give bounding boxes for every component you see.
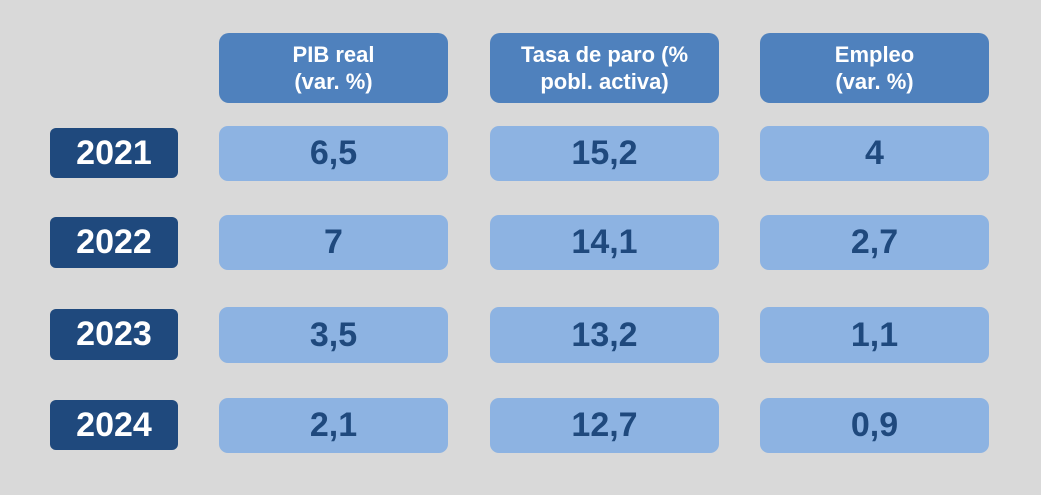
- value-cell: 15,2: [490, 126, 719, 181]
- value-cell: 1,1: [760, 307, 989, 363]
- column-header-line: (var. %): [294, 69, 373, 94]
- value-cell: 2,7: [760, 215, 989, 270]
- column-header-line: Empleo: [834, 42, 915, 67]
- value-cell: 13,2: [490, 307, 719, 363]
- column-header-line: pobl. activa): [540, 69, 669, 94]
- column-header-line: (var. %): [835, 69, 914, 94]
- row-year-label: 2023: [50, 309, 178, 360]
- value-cell: 2,1: [219, 398, 448, 453]
- column-header-tasa-de-paro: Tasa de paro (% pobl. activa): [490, 33, 719, 103]
- column-header-line: Tasa de paro (%: [520, 42, 689, 67]
- column-header-line: PIB real: [292, 42, 375, 67]
- value-cell: 6,5: [219, 126, 448, 181]
- column-header-pib-real: PIB real (var. %): [219, 33, 448, 103]
- row-year-label: 2024: [50, 400, 178, 450]
- row-year-label: 2021: [50, 128, 178, 178]
- value-cell: 3,5: [219, 307, 448, 363]
- value-cell: 0,9: [760, 398, 989, 453]
- value-cell: 14,1: [490, 215, 719, 270]
- value-cell: 7: [219, 215, 448, 270]
- value-cell: 4: [760, 126, 989, 181]
- value-cell: 12,7: [490, 398, 719, 453]
- column-header-empleo: Empleo (var. %): [760, 33, 989, 103]
- row-year-label: 2022: [50, 217, 178, 268]
